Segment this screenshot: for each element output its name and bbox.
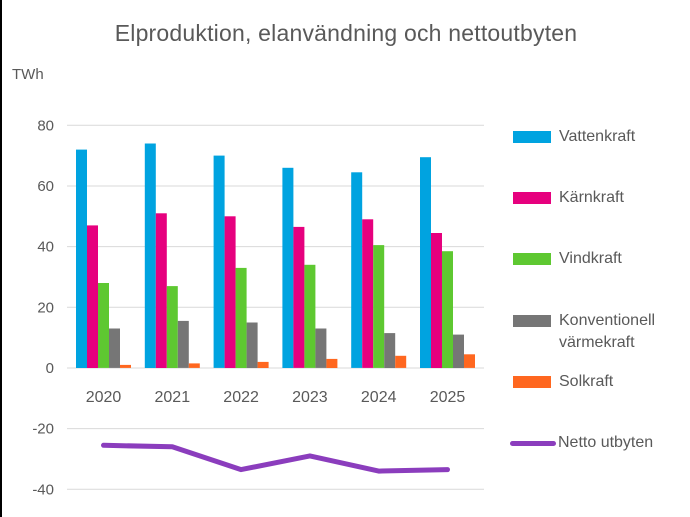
y-tick-label: 0 — [46, 360, 54, 377]
x-tick-label: 2020 — [86, 389, 122, 406]
bar-series2-2022 — [235, 267, 247, 368]
bar-series4-2025 — [464, 354, 475, 368]
bar-series0-2020 — [76, 149, 87, 368]
bar-series2-2024 — [373, 245, 385, 368]
legend-label-karnkraft: Kärnkraft — [559, 189, 624, 206]
y-tick-label: -40 — [32, 481, 54, 498]
y-tick-label: -20 — [32, 421, 54, 438]
bar-series1-2022 — [224, 216, 236, 368]
legend-label-konventionell-varmekraft: Konventionell värmekraft — [559, 312, 656, 351]
x-tick-label: 2021 — [155, 389, 191, 406]
y-tick-label: 40 — [37, 239, 54, 256]
legend-line-swatch-netto-utbyten — [510, 440, 556, 446]
legend-label-solkraft: Solkraft — [559, 373, 614, 390]
y-axis-unit-label: TWh — [12, 66, 44, 83]
bar-series3-2023 — [315, 328, 327, 368]
bar-series1-2023 — [293, 226, 305, 368]
bar-series2-2023 — [304, 264, 316, 368]
legend-swatch-vattenkraft — [513, 131, 551, 143]
legend-swatch-konventionell-varmekraft — [513, 315, 551, 327]
bar-series2-2021 — [166, 286, 178, 368]
legend-item-vattenkraft: Vattenkraft — [513, 126, 689, 148]
y-tick-label: 60 — [37, 178, 54, 195]
x-tick-label: 2022 — [223, 389, 259, 406]
bar-series4-2021 — [188, 363, 200, 368]
bar-series0-2022 — [213, 155, 225, 368]
legend-item-solkraft: Solkraft — [513, 371, 689, 393]
legend-item-karnkraft: Kärnkraft — [513, 187, 689, 209]
x-tick-label: 2025 — [430, 389, 466, 406]
netto-utbyten-line — [101, 442, 450, 474]
bar-series3-2021 — [177, 320, 189, 368]
bar-series0-2024 — [351, 172, 363, 368]
legend-swatch-vindkraft — [513, 253, 551, 265]
bar-series3-2024 — [384, 333, 396, 368]
bar-series4-2020 — [120, 364, 131, 368]
legend-label-vindkraft: Vindkraft — [559, 250, 622, 267]
x-tick-label: 2024 — [361, 389, 397, 406]
legend-item-vindkraft: Vindkraft — [513, 248, 689, 270]
bar-series0-2025 — [420, 157, 431, 368]
x-tick-label: 2023 — [292, 389, 328, 406]
chart-title: Elproduktion, elanvändning och nettoutby… — [114, 20, 578, 46]
bar-series4-2024 — [395, 355, 407, 368]
bar-series2-2025 — [442, 251, 453, 368]
legend: Vattenkraft Kärnkraft Vindkraft Konventi… — [510, 0, 689, 517]
legend-item-konventionell-varmekraft: Konventionell värmekraft — [513, 310, 689, 354]
bar-series1-2021 — [155, 213, 167, 368]
bar-series3-2022 — [246, 322, 258, 368]
legend-item-netto-utbyten: Netto utbyten — [510, 432, 689, 454]
bar-series4-2023 — [326, 358, 338, 368]
y-tick-label: 80 — [37, 117, 54, 134]
legend-label-vattenkraft: Vattenkraft — [559, 128, 636, 145]
legend-swatch-karnkraft — [513, 192, 551, 204]
bar-series3-2020 — [109, 328, 120, 368]
bar-series0-2023 — [282, 167, 294, 368]
bar-series3-2025 — [453, 334, 464, 368]
bar-series2-2020 — [98, 283, 109, 368]
bar-series1-2025 — [431, 233, 442, 368]
bar-series1-2024 — [362, 219, 374, 368]
legend-label-netto-utbyten: Netto utbyten — [558, 434, 654, 451]
bar-series0-2021 — [144, 143, 156, 368]
bar-series1-2020 — [87, 225, 98, 368]
chart-plot-area: 80 60 40 20 0 -20 -40 2020 2021 2022 2023 2024 2025 — [32, 117, 484, 498]
legend-swatch-solkraft — [513, 376, 551, 388]
y-tick-label: 20 — [37, 299, 54, 316]
bar-series4-2022 — [257, 361, 269, 368]
